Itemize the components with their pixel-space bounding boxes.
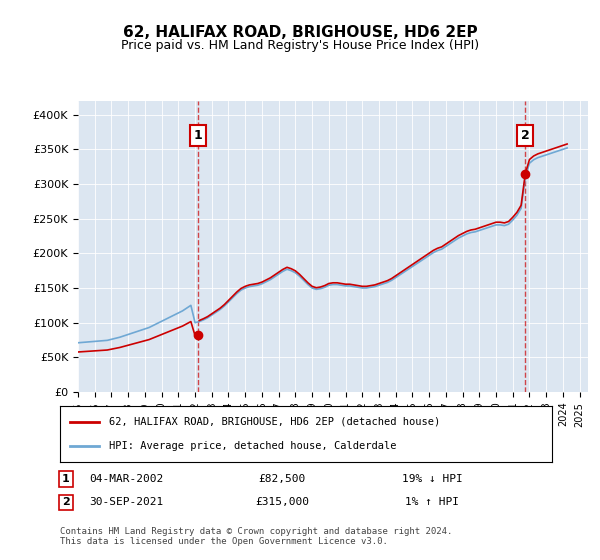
Text: 1: 1 [62,474,70,484]
Text: 04-MAR-2002: 04-MAR-2002 [89,474,163,484]
Text: 19% ↓ HPI: 19% ↓ HPI [401,474,463,484]
Text: £82,500: £82,500 [259,474,305,484]
Text: HPI: Average price, detached house, Calderdale: HPI: Average price, detached house, Cald… [109,441,397,451]
Text: Price paid vs. HM Land Registry's House Price Index (HPI): Price paid vs. HM Land Registry's House … [121,39,479,52]
Text: 62, HALIFAX ROAD, BRIGHOUSE, HD6 2EP (detached house): 62, HALIFAX ROAD, BRIGHOUSE, HD6 2EP (de… [109,417,440,427]
Text: Contains HM Land Registry data © Crown copyright and database right 2024.
This d: Contains HM Land Registry data © Crown c… [60,526,452,546]
Text: £315,000: £315,000 [255,497,309,507]
Text: 2: 2 [62,497,70,507]
Text: 62, HALIFAX ROAD, BRIGHOUSE, HD6 2EP: 62, HALIFAX ROAD, BRIGHOUSE, HD6 2EP [122,25,478,40]
Text: 30-SEP-2021: 30-SEP-2021 [89,497,163,507]
Text: 1: 1 [194,129,202,142]
Text: 1% ↑ HPI: 1% ↑ HPI [405,497,459,507]
Text: 2: 2 [521,129,530,142]
